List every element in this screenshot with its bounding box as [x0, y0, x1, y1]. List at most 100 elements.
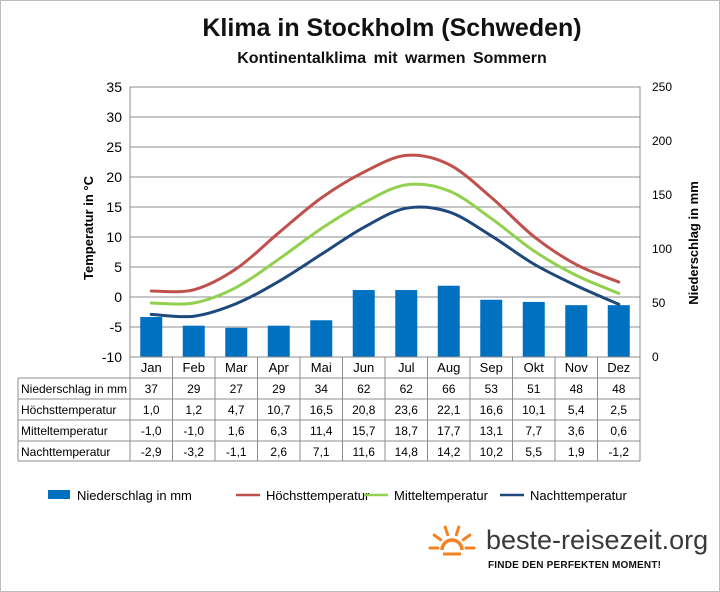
table-row-label: Mitteltemperatur: [21, 424, 108, 438]
legend-label: Höchsttemperatur: [266, 488, 370, 503]
y-tick-label-left: -5: [110, 319, 123, 335]
table-cell: 29: [272, 382, 286, 396]
table-cell: -3,2: [183, 445, 204, 459]
max-temp-line: [149, 153, 621, 294]
table-cell: 51: [527, 382, 541, 396]
y-tick-label-right: 250: [652, 80, 672, 94]
night-temp-line: [149, 205, 621, 319]
precipitation-bar: [267, 325, 290, 357]
precipitation-bar: [310, 320, 333, 357]
brand-tagline: FINDE DEN PERFEKTEN MOMENT!: [488, 560, 661, 571]
x-tick-label: Aug: [437, 360, 460, 375]
y-tick-label-left: -10: [102, 349, 122, 365]
sun-ray: [461, 533, 472, 542]
y-tick-label-right: 100: [652, 242, 672, 256]
data-table: Jan Feb Mar Apr Mai Jun Jul Aug Sep Okt Nov Dez Nied…: [17, 356, 641, 462]
table-cell: -2,9: [141, 445, 162, 459]
x-tick-label: Okt: [524, 360, 545, 375]
y-tick-label-right: 0: [652, 350, 659, 364]
table-row-label: Nachttemperatur: [21, 445, 110, 459]
y-tick-label-right: 50: [652, 296, 666, 310]
y-tick-label-right: 150: [652, 188, 672, 202]
table-cell: 16,5: [310, 403, 334, 417]
table-row-label: Niederschlag in mm: [21, 382, 127, 396]
table-cell: 27: [230, 382, 244, 396]
x-tick-label: Jul: [398, 360, 415, 375]
sun-icon: [428, 525, 476, 556]
y-tick-label-left: 30: [106, 109, 122, 125]
sun-body: [440, 538, 464, 551]
temperature-lines: [149, 153, 621, 319]
sun-ray: [454, 525, 461, 537]
table-cell: 15,7: [352, 424, 376, 438]
precipitation-bar: [352, 290, 375, 357]
table-cell: 10,7: [267, 403, 291, 417]
table-cell: 62: [400, 382, 414, 396]
table-cell: 48: [570, 382, 584, 396]
precipitation-bar: [565, 305, 588, 357]
table-cell: 14,2: [437, 445, 461, 459]
x-tick-label: Apr: [269, 360, 290, 375]
legend: Niederschlag in mm Höchsttemperatur Mittel…: [48, 488, 627, 503]
table-cell: 22,1: [437, 403, 461, 417]
table-cell: 1,9: [568, 445, 585, 459]
table-cell: 29: [187, 382, 201, 396]
table-cell: 6,3: [270, 424, 287, 438]
brand-site: beste-reisezeit.org: [486, 525, 708, 555]
table-cell: 13,1: [480, 424, 504, 438]
table-cell: 1,6: [228, 424, 245, 438]
x-tick-label: Mar: [225, 360, 248, 375]
chart-title: Klima in Stockholm (Schweden): [202, 14, 582, 42]
precipitation-bar: [522, 301, 545, 357]
y-tick-label-left: 25: [106, 139, 122, 155]
precipitation-bar: [395, 290, 418, 357]
table-cell: 48: [612, 382, 626, 396]
table-cell: 2,5: [610, 403, 627, 417]
sun-ray: [443, 525, 450, 537]
plot-area: [129, 86, 641, 358]
legend-swatch: [48, 490, 70, 499]
x-tick-label: Jun: [353, 360, 374, 375]
y-tick-label-left: 20: [106, 169, 122, 185]
table-cell: 11,4: [310, 424, 333, 438]
table-cell: 23,6: [395, 403, 419, 417]
chart-subtitle: Kontinentalklima mit warmen Sommern: [237, 50, 547, 67]
grid-lines: [130, 86, 640, 358]
table-cell: 14,8: [395, 445, 419, 459]
table-cell: -1,0: [141, 424, 162, 438]
y-tick-label-left: 15: [106, 199, 122, 215]
table-cell: 10,2: [480, 445, 504, 459]
precipitation-bars: [140, 285, 630, 357]
table-cell: 7,1: [313, 445, 330, 459]
table-cell: 0,6: [610, 424, 627, 438]
precipitation-bar: [225, 327, 248, 357]
precipitation-bar: [480, 299, 503, 357]
y-tick-label-left: 10: [106, 229, 122, 245]
y-tick-label-left: 0: [114, 289, 122, 305]
x-tick-label: Jan: [141, 360, 162, 375]
table-cell: 3,6: [568, 424, 585, 438]
y-axis-title-left: Temperatur in °C: [81, 175, 96, 280]
table-cell: 1,2: [185, 403, 202, 417]
table-cell: 5,4: [568, 403, 585, 417]
table-cell: 5,5: [525, 445, 542, 459]
brand-logo: beste-reisezeit.org FINDE DEN PERFEKTEN …: [428, 525, 708, 571]
legend-label: Mitteltemperatur: [394, 488, 489, 503]
table-cell: 11,6: [353, 445, 376, 459]
mean-temp-line: [149, 182, 621, 306]
legend-label: Niederschlag in mm: [77, 488, 192, 503]
precipitation-bar: [607, 305, 630, 357]
legend-label: Nachttemperatur: [530, 488, 627, 503]
precipitation-bar: [182, 325, 205, 357]
table-cell: 18,7: [395, 424, 419, 438]
x-tick-label: Feb: [183, 360, 205, 375]
table-cell: 37: [145, 382, 159, 396]
table-cell: 4,7: [228, 403, 245, 417]
table-cell: 66: [442, 382, 456, 396]
x-tick-label: Mai: [311, 360, 332, 375]
y-tick-label-right: 200: [652, 134, 672, 148]
table-cell: 10,1: [522, 403, 546, 417]
table-cell: 2,6: [270, 445, 287, 459]
table-cell: 53: [485, 382, 499, 396]
table-cell: 17,7: [437, 424, 461, 438]
